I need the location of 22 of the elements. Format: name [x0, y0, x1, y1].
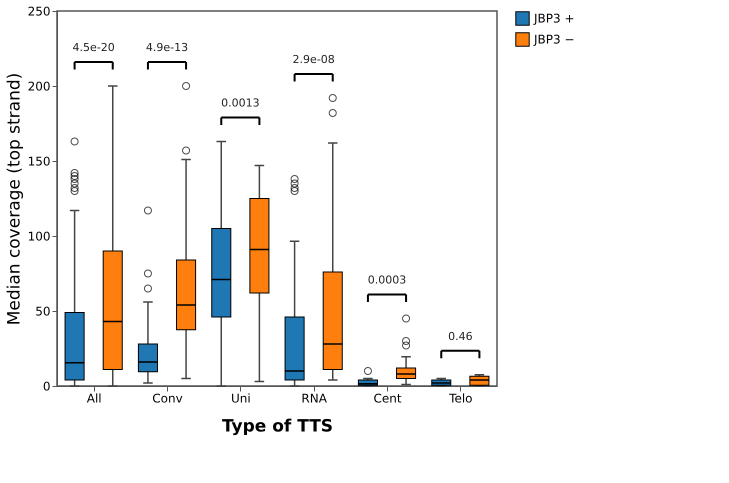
x-tick-label: Telo	[448, 392, 473, 406]
y-tick-label: 100	[28, 230, 50, 244]
x-axis-title: Type of TTS	[222, 416, 334, 436]
x-tick-label: Uni	[230, 392, 251, 406]
y-tick-label: 200	[28, 80, 50, 94]
x-tick-label: Cent	[373, 392, 402, 406]
x-tick-label: RNA	[301, 392, 328, 406]
legend-label: JBP3 −	[533, 32, 575, 46]
annotation: 4.9e-13	[146, 41, 188, 54]
y-tick-label: 250	[28, 4, 50, 18]
annotation: 0.0013	[221, 96, 260, 110]
annotation: 0.0003	[368, 274, 406, 286]
y-tick-label: 150	[28, 154, 50, 168]
y-tick-label: 50	[35, 304, 50, 318]
legend-label: JBP3 +	[533, 12, 575, 26]
annotation: 4.5e-20	[72, 41, 115, 54]
x-tick-label: Conv	[152, 392, 183, 406]
annotation: 2.9e-08	[292, 53, 335, 66]
x-tick-label: All	[86, 392, 102, 406]
annotation: 0.46	[448, 330, 473, 343]
y-tick-label: 0	[42, 380, 50, 394]
y-axis-title: Median coverage (top strand)	[4, 72, 25, 326]
